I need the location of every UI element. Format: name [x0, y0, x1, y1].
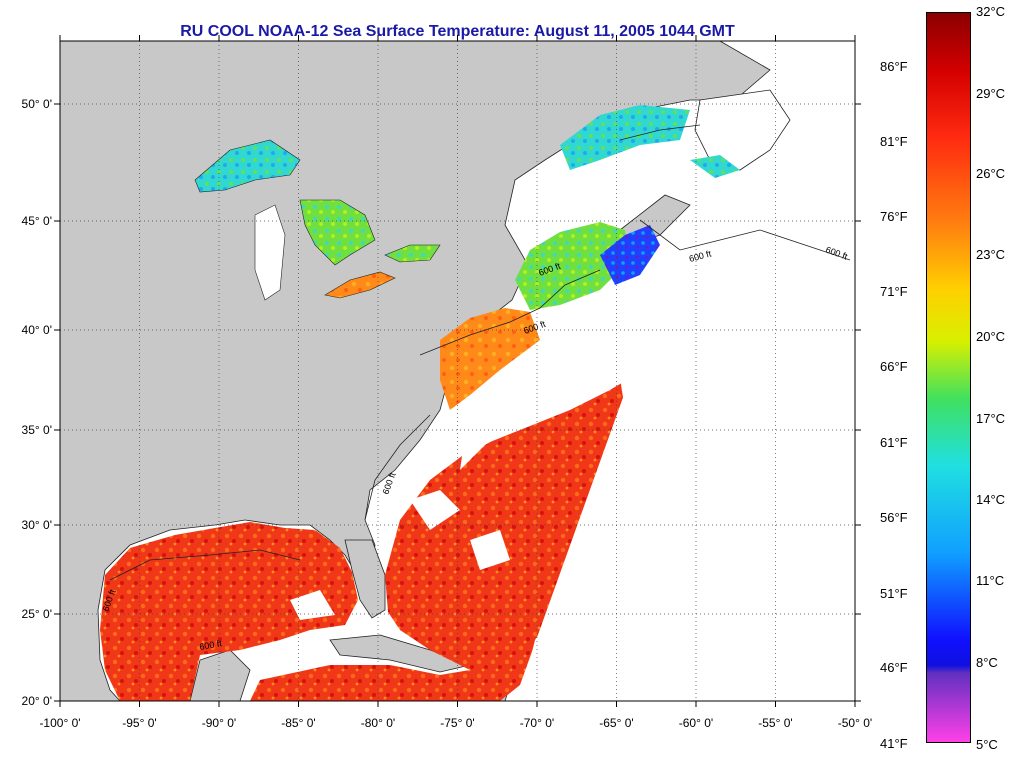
sst-gulf-of-mexico — [100, 522, 358, 701]
x-tick-label: -50° 0' — [838, 716, 872, 730]
isobath-contours — [109, 124, 851, 581]
cloud-cover-east — [460, 290, 855, 701]
cloud-patch-1 — [410, 490, 460, 530]
temperature-colorbar — [926, 12, 971, 743]
colorbar-fahrenheit-label: 81°F — [880, 134, 908, 149]
page-title: RU COOL NOAA-12 Sea Surface Temperature:… — [180, 23, 735, 40]
colorbar-fahrenheit-label: 66°F — [880, 359, 908, 374]
sst-mid-atlantic — [440, 308, 540, 410]
colorbar-celsius-label: 14°C — [976, 492, 1006, 507]
colorbar-fahrenheit-label: 61°F — [880, 435, 908, 450]
land-yucatan — [189, 649, 251, 701]
x-tick-label: -55° 0' — [758, 716, 792, 730]
x-tick-label: -85° 0' — [281, 716, 315, 730]
colorbar-celsius-label: 5°C — [976, 737, 998, 752]
lake-huron — [299, 199, 376, 266]
colorbar-celsius-label: 11°C — [976, 573, 1005, 588]
y-tick-label: 35° 0' — [22, 423, 52, 437]
sst-gulf-of-maine — [515, 222, 630, 310]
axis-ticks — [54, 35, 861, 707]
x-tick-label: -65° 0' — [599, 716, 633, 730]
colorbar-celsius-label: 20°C — [976, 329, 1006, 344]
isobath-label: 600 ft — [199, 638, 223, 652]
colorbar-celsius-label: 23°C — [976, 247, 1006, 262]
colorbar-fahrenheit-label: 51°F — [880, 586, 908, 601]
y-tick-label: 40° 0' — [22, 323, 52, 337]
colorbar-celsius-label: 8°C — [976, 655, 998, 670]
colorbar-fahrenheit-label: 76°F — [880, 209, 908, 224]
lake-superior — [194, 139, 301, 193]
colorbar-fahrenheit-label: 46°F — [880, 660, 908, 675]
cloud-patch-3 — [290, 590, 335, 620]
x-tick-label: -90° 0' — [202, 716, 236, 730]
x-tick-label: -100° 0' — [39, 716, 80, 730]
sst-atlantic-south — [250, 378, 630, 701]
x-tick-label: -70° 0' — [520, 716, 554, 730]
lake-michigan — [254, 204, 286, 301]
colorbar-celsius-label: 29°C — [976, 86, 1006, 101]
x-tick-label: -80° 0' — [361, 716, 395, 730]
y-tick-label: 50° 0' — [22, 97, 52, 111]
y-tick-label: 30° 0' — [22, 518, 52, 532]
colorbar-celsius-label: 26°C — [976, 166, 1006, 181]
colorbar-fahrenheit-label: 56°F — [880, 510, 908, 525]
sst-st-lawrence — [560, 105, 690, 170]
colorbar-fahrenheit-label: 71°F — [880, 284, 908, 299]
cloud-patch-2 — [470, 530, 510, 570]
lat-lon-grid — [60, 41, 855, 701]
x-tick-label: -75° 0' — [440, 716, 474, 730]
colorbar-celsius-label: 32°C — [976, 4, 1006, 19]
lake-ontario — [384, 244, 441, 263]
x-axis-tick-labels: -100° 0' -95° 0' -90° 0' -85° 0' -80° 0' -75°… — [39, 716, 872, 730]
lake-erie — [324, 271, 396, 299]
y-tick-label: 45° 0' — [22, 214, 52, 228]
x-tick-label: -95° 0' — [122, 716, 156, 730]
land-newfoundland — [694, 89, 791, 171]
y-tick-label: 20° 0' — [22, 694, 52, 708]
colorbar-celsius-label: 17°C — [976, 411, 1006, 426]
y-tick-label: 25° 0' — [22, 607, 52, 621]
x-tick-label: -60° 0' — [679, 716, 713, 730]
y-axis-tick-labels: 50° 0' 45° 0' 40° 0' 35° 0' 30° 0' 25° 0' 20° … — [22, 97, 52, 708]
land-cuba — [329, 634, 472, 673]
land-florida — [344, 539, 386, 619]
sst-northern-gulf — [690, 155, 740, 178]
colorbar-fahrenheit-label: 41°F — [880, 736, 908, 751]
sst-scotian-shelf — [600, 225, 660, 285]
colorbar-fahrenheit-label: 86°F — [880, 59, 908, 74]
